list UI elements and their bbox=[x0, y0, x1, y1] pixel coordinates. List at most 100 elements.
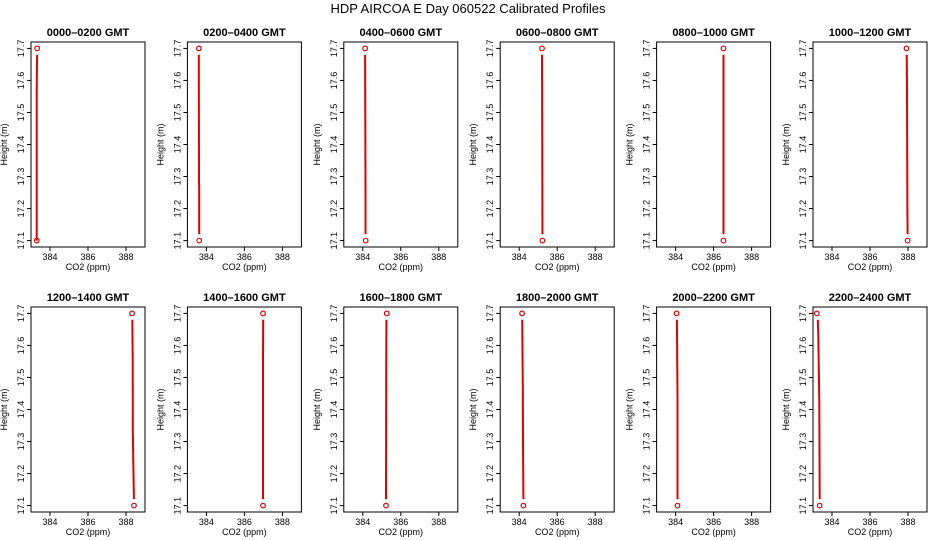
y-tick-label: 17.1 bbox=[172, 232, 182, 250]
x-tick-label: 384 bbox=[42, 252, 57, 262]
y-tick-label: 17.5 bbox=[642, 369, 652, 387]
y-tick-label: 17.4 bbox=[16, 136, 26, 154]
y-tick-label: 17.1 bbox=[798, 232, 808, 250]
y-tick-label: 17.2 bbox=[485, 200, 495, 218]
y-tick-label: 17.3 bbox=[485, 168, 495, 186]
y-tick-label: 17.1 bbox=[642, 232, 652, 250]
x-axis-label: CO2 (ppm) bbox=[535, 262, 580, 272]
y-tick-label: 17.5 bbox=[485, 104, 495, 122]
x-tick-label: 386 bbox=[706, 252, 721, 262]
x-tick-label: 386 bbox=[237, 517, 252, 527]
data-point bbox=[539, 45, 545, 52]
plot-frame bbox=[812, 41, 928, 248]
plot-frame bbox=[499, 41, 615, 248]
panel-4: 0600–0800 GMT 384 386 388 17.1 17.2 17.3 17.4 17… bbox=[468, 27, 615, 272]
panel-12: 2200–2400 GMT 384 386 388 17.1 17.2 17.3 17.4 17… bbox=[781, 292, 928, 537]
x-tick-label: 386 bbox=[862, 252, 877, 262]
x-tick-label: 386 bbox=[550, 517, 565, 527]
x-tick-label: 386 bbox=[706, 517, 721, 527]
y-tick-label: 17.7 bbox=[16, 40, 26, 58]
panel-3: 0400–0600 GMT 384 386 388 17.1 17.2 17.3 17.4 17… bbox=[312, 27, 459, 272]
y-axis-label: Height (m) bbox=[155, 123, 165, 165]
data-point bbox=[904, 237, 911, 244]
plot-frame bbox=[499, 306, 615, 513]
x-tick-label: 384 bbox=[199, 252, 214, 262]
plot-frame bbox=[186, 306, 302, 513]
y-tick-label: 17.3 bbox=[329, 433, 339, 451]
data-point bbox=[129, 310, 135, 317]
data-point bbox=[362, 237, 369, 244]
y-tick-label: 17.4 bbox=[172, 136, 182, 154]
y-tick-label: 17.6 bbox=[485, 72, 495, 90]
x-tick-label: 388 bbox=[275, 517, 290, 527]
y-axis-label: Height (m) bbox=[0, 388, 9, 430]
plot-frame bbox=[30, 41, 146, 248]
panel-11: 2000–2200 GMT 384 386 388 17.1 17.2 17.3 17.4 17… bbox=[625, 292, 772, 537]
y-tick-label: 17.2 bbox=[642, 465, 652, 483]
panel-10: 1800–2000 GMT 384 386 388 17.1 17.2 17.3 17.4 17… bbox=[468, 292, 615, 537]
y-tick-label: 17.7 bbox=[329, 40, 339, 58]
y-tick-label: 17.7 bbox=[642, 40, 652, 58]
x-axis-label: CO2 (ppm) bbox=[848, 527, 893, 537]
x-tick-label: 384 bbox=[668, 252, 683, 262]
y-axis-label: Height (m) bbox=[312, 388, 322, 430]
x-tick-label: 388 bbox=[431, 252, 446, 262]
y-tick-label: 17.2 bbox=[329, 465, 339, 483]
x-axis-label: CO2 (ppm) bbox=[535, 527, 580, 537]
x-tick-label: 388 bbox=[431, 517, 446, 527]
y-tick-label: 17.7 bbox=[642, 305, 652, 323]
data-point bbox=[813, 310, 820, 317]
panel-title: 1600–1800 GMT bbox=[360, 292, 443, 304]
panel-title: 1400–1600 GMT bbox=[203, 292, 286, 304]
x-axis-label: CO2 (ppm) bbox=[66, 527, 111, 537]
y-axis-label: Height (m) bbox=[625, 123, 635, 165]
y-tick-label: 17.3 bbox=[172, 168, 182, 186]
panel-title: 0800–1000 GMT bbox=[672, 27, 755, 39]
x-tick-label: 388 bbox=[900, 517, 915, 527]
y-tick-label: 17.6 bbox=[642, 337, 652, 355]
x-tick-label: 388 bbox=[118, 252, 133, 262]
y-tick-label: 17.6 bbox=[642, 72, 652, 90]
panel-title: 0200–0400 GMT bbox=[203, 27, 286, 39]
x-tick-label: 388 bbox=[588, 517, 603, 527]
x-tick-label: 384 bbox=[512, 517, 527, 527]
y-tick-label: 17.4 bbox=[798, 136, 808, 154]
y-tick-label: 17.5 bbox=[329, 104, 339, 122]
panel-title: 1000–1200 GMT bbox=[829, 27, 912, 39]
y-tick-label: 17.3 bbox=[16, 168, 26, 186]
y-tick-label: 17.7 bbox=[798, 40, 808, 58]
data-point bbox=[674, 502, 681, 509]
x-axis-label: CO2 (ppm) bbox=[691, 527, 736, 537]
y-tick-label: 17.5 bbox=[16, 104, 26, 122]
profile-line bbox=[905, 54, 909, 235]
panel-1: 0000–0200 GMT 384 386 388 17.1 17.2 17.3 17.4 17… bbox=[0, 27, 146, 272]
data-point bbox=[816, 502, 823, 509]
data-point bbox=[195, 45, 202, 52]
y-tick-label: 17.7 bbox=[485, 40, 495, 58]
y-tick-label: 17.5 bbox=[798, 104, 808, 122]
y-tick-label: 17.1 bbox=[485, 497, 495, 515]
y-tick-label: 17.4 bbox=[16, 401, 26, 419]
y-tick-label: 17.1 bbox=[798, 497, 808, 515]
data-point bbox=[383, 502, 389, 509]
x-tick-label: 384 bbox=[199, 517, 214, 527]
y-tick-label: 17.2 bbox=[485, 465, 495, 483]
x-tick-label: 388 bbox=[744, 517, 759, 527]
panel-8: 1400–1600 GMT 384 386 388 17.1 17.2 17.3 17.4 17… bbox=[155, 292, 302, 537]
panel-title: 1200–1400 GMT bbox=[47, 292, 130, 304]
data-point bbox=[260, 502, 266, 509]
x-axis-label: CO2 (ppm) bbox=[222, 527, 267, 537]
y-tick-label: 17.7 bbox=[172, 40, 182, 58]
y-tick-label: 17.7 bbox=[16, 305, 26, 323]
y-tick-label: 17.1 bbox=[172, 497, 182, 515]
y-tick-label: 17.3 bbox=[798, 168, 808, 186]
y-axis-label: Height (m) bbox=[781, 123, 791, 165]
x-tick-label: 384 bbox=[42, 517, 57, 527]
y-tick-label: 17.3 bbox=[642, 168, 652, 186]
x-axis-label: CO2 (ppm) bbox=[379, 527, 424, 537]
panel-title: 1800–2000 GMT bbox=[516, 292, 599, 304]
y-tick-label: 17.3 bbox=[329, 168, 339, 186]
data-point bbox=[539, 237, 546, 244]
y-tick-label: 17.2 bbox=[329, 200, 339, 218]
